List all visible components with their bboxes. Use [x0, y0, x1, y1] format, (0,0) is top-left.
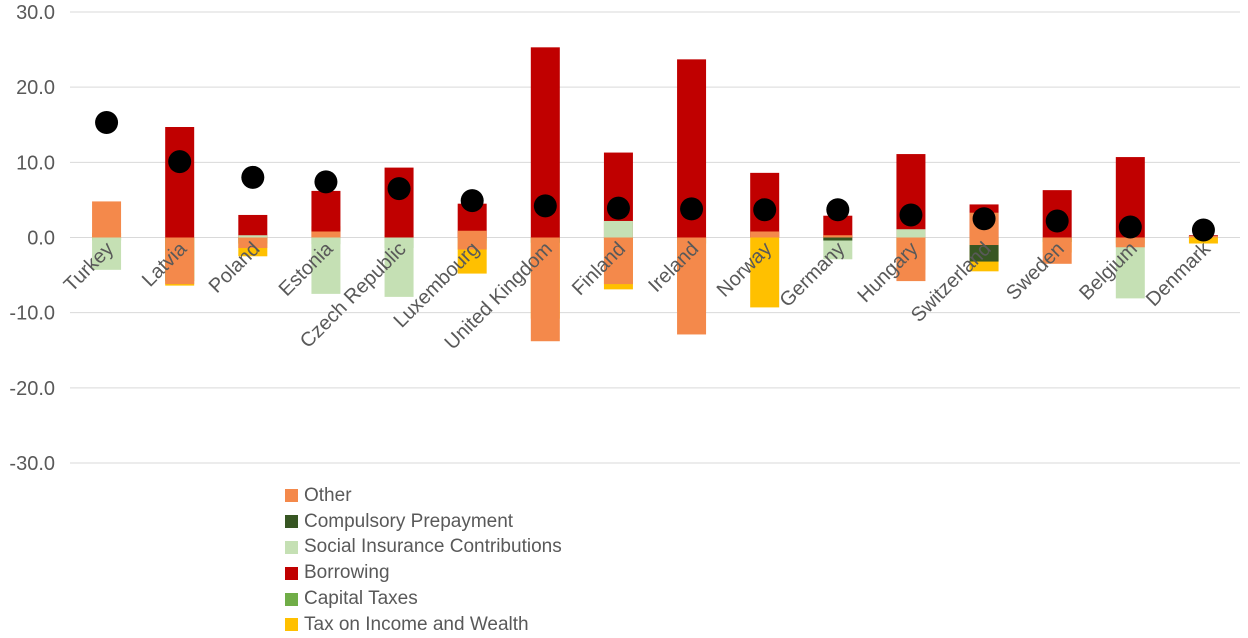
legend-swatch [285, 566, 298, 580]
legend-item: Other [285, 483, 562, 509]
bar-social-insurance-contributions [603, 220, 633, 238]
bar-borrowing [165, 127, 195, 238]
bar-other [603, 237, 633, 285]
bar-other [1042, 237, 1072, 264]
y-tick-label: 30.0 [16, 2, 55, 24]
net-marker [533, 194, 557, 218]
bar-social-insurance-contributions [238, 235, 268, 238]
bar-other [530, 237, 560, 342]
legend-item: Compulsory Prepayment [285, 509, 562, 535]
legend-label: Tax on Income and Wealth [304, 613, 529, 635]
legend-swatch [285, 540, 298, 554]
net-marker [606, 196, 630, 220]
bar-borrowing [238, 214, 268, 238]
legend: Other Compulsory Prepayment Social Insuran… [285, 483, 562, 638]
bar-other [311, 231, 341, 238]
legend-item: Social Insurance Contributions [285, 535, 562, 561]
net-marker [1191, 218, 1215, 242]
legend-swatch [285, 592, 298, 606]
net-marker [95, 110, 119, 134]
legend-item: Borrowing [285, 560, 562, 586]
y-tick-label: -30.0 [9, 453, 55, 475]
bar-social-insurance-contributions [92, 237, 122, 270]
bar-borrowing [823, 215, 853, 238]
bar-other [750, 231, 780, 238]
bar-tax-on-income-and-wealth [750, 237, 780, 308]
net-marker [241, 165, 265, 189]
net-marker [753, 198, 777, 222]
bar-other [896, 237, 926, 282]
y-axis-tick-labels: 30.0 20.0 10.0 0.0 -10.0 -20.0 -30.0 [9, 2, 55, 475]
y-tick-label: -10.0 [9, 303, 55, 325]
bar-other [238, 237, 268, 249]
legend-item: Capital Taxes [285, 586, 562, 612]
bar-compulsory-prepayment [823, 237, 853, 241]
x-category-label: Sweden [1002, 238, 1069, 305]
bar-other [1115, 237, 1145, 248]
net-marker [314, 170, 338, 194]
x-category-label: Germany [776, 238, 850, 312]
net-marker [387, 177, 411, 201]
net-marker [460, 189, 484, 213]
legend-item: Tax on Income and Wealth [285, 612, 562, 638]
y-tick-label: -20.0 [9, 378, 55, 400]
bar-social-insurance-contributions [823, 237, 853, 260]
y-tick-label: 0.0 [27, 228, 55, 250]
net-marker [826, 198, 850, 222]
net-marker [972, 207, 996, 231]
legend-swatch [285, 618, 298, 632]
bar-social-insurance-contributions [384, 237, 414, 297]
legend-swatch [285, 515, 298, 529]
net-marker [168, 150, 192, 174]
y-tick-label: 10.0 [16, 152, 55, 174]
net-marker [899, 203, 923, 227]
x-category-label: Poland [205, 238, 265, 298]
net-marker [680, 197, 704, 221]
legend-label: Borrowing [304, 562, 390, 584]
bar-other [457, 230, 487, 250]
bar-other [823, 235, 853, 238]
net-marker [1045, 209, 1069, 233]
legend-label: Capital Taxes [304, 588, 418, 610]
bar-social-insurance-contributions [896, 229, 926, 238]
bar-social-insurance-contributions [1115, 237, 1145, 299]
legend-label: Social Insurance Contributions [304, 536, 562, 558]
bar-borrowing [311, 190, 341, 238]
bar-other [165, 237, 195, 285]
net-markers [95, 110, 1215, 242]
legend-swatch [285, 489, 298, 503]
bars [92, 47, 1218, 342]
x-category-label: Denmark [1142, 237, 1216, 311]
legend-label: Compulsory Prepayment [304, 510, 514, 532]
bar-other [677, 237, 707, 335]
net-marker [1118, 215, 1142, 239]
bar-other [92, 201, 122, 238]
legend-label: Other [304, 484, 352, 506]
bar-social-insurance-contributions [311, 237, 341, 294]
y-tick-label: 20.0 [16, 77, 55, 99]
